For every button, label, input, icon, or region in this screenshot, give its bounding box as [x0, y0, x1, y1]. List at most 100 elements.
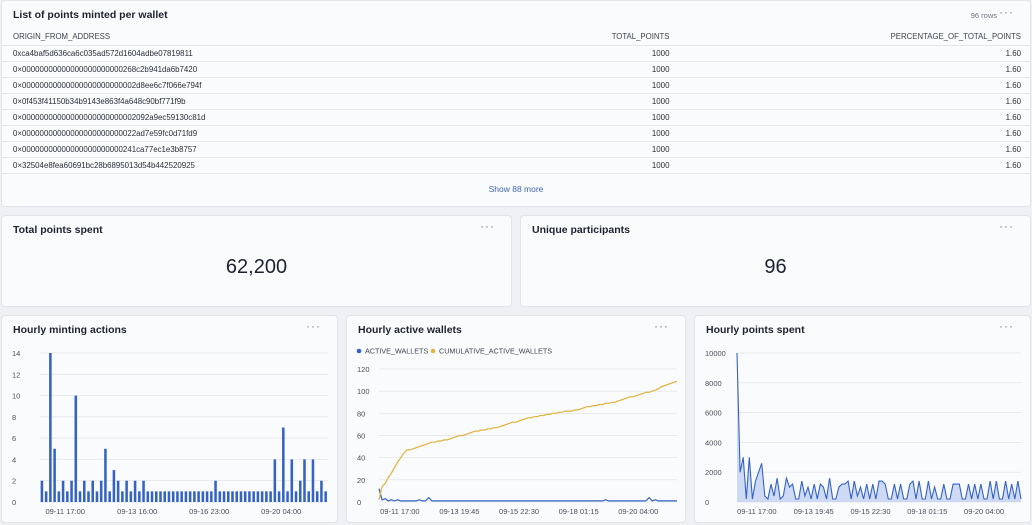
series-line — [378, 380, 678, 500]
percentage-cell: 1.60 — [680, 45, 1030, 62]
table-row: 0xca4baf5d636ca6c035ad572d1604adbe078198… — [2, 45, 1030, 62]
y-tick-label: 40 — [357, 454, 365, 463]
address-cell: 0×00000000000000000000000002092a9ec59130… — [2, 109, 497, 126]
bar — [315, 491, 319, 502]
bar — [184, 491, 188, 502]
chart-title: Hourly active wallets — [358, 324, 462, 336]
x-tick-label: 09-18 01:15 — [907, 507, 947, 516]
bar — [201, 491, 205, 502]
bar — [298, 480, 302, 502]
column-header[interactable]: TOTAL_POINTS — [496, 29, 681, 46]
ellipsis-icon[interactable]: ··· — [654, 319, 669, 333]
hourly-minting-card: Hourly minting actions ··· 0 2 4 6 8 10 12 14 09… — [1, 315, 338, 523]
ellipsis-icon[interactable]: ··· — [999, 319, 1014, 333]
x-tick-label: 09-11 17:00 — [737, 507, 776, 516]
points-table-card: List of points minted per wallet 96 rows… — [1, 0, 1031, 207]
table-row: 0×00000000000000000000000268c2b941da6b74… — [2, 61, 1030, 78]
percentage-cell: 1.60 — [680, 125, 1030, 142]
show-more-button[interactable]: Show 88 more — [488, 184, 544, 194]
total-points-cell: 1000 — [496, 77, 681, 94]
bar — [61, 480, 65, 502]
bar — [307, 491, 310, 502]
y-tick-label: 10 — [12, 392, 20, 401]
bar — [138, 491, 141, 502]
bar — [163, 491, 166, 502]
address-cell: 0×00000000000000000000000268c2b941da6b74… — [2, 61, 497, 78]
bar — [282, 427, 285, 502]
total-points-cell: 1000 — [496, 93, 681, 110]
bar — [154, 491, 158, 502]
x-tick-label: 09-16 23:00 — [189, 507, 229, 516]
ellipsis-icon[interactable]: ··· — [999, 219, 1014, 233]
total-points-cell: 1000 — [496, 45, 681, 62]
points-table: ORIGIN_FROM_ADDRESS TOTAL_POINTS PERCENT… — [2, 29, 1030, 174]
bar — [150, 491, 154, 502]
column-header[interactable]: PERCENTAGE_OF_TOTAL_POINTS — [680, 29, 1030, 46]
bar — [44, 491, 48, 502]
bar — [125, 480, 128, 502]
bar — [265, 491, 268, 502]
bar — [171, 491, 175, 502]
bar — [74, 395, 78, 502]
address-cell: 0xca4baf5d636ca6c035ad572d1604adbe078198… — [2, 45, 497, 62]
table-row: 0×00000000000000000000000002d8ee6c7f066e… — [2, 77, 1030, 94]
bar — [235, 491, 238, 502]
bar — [82, 480, 86, 502]
bar — [188, 491, 192, 502]
bar — [294, 491, 298, 502]
x-tick-label: 09-11 17:00 — [380, 507, 419, 516]
hourly-active-wallets-card: Hourly active wallets ··· ACTIVE_WALLETS… — [346, 315, 686, 523]
table-row: 0×00000000000000000000000002092a9ec59130… — [2, 109, 1030, 126]
y-tick-label: 6000 — [705, 409, 722, 418]
table-row: 0×00000000000000000000000241ca77ec1e3b87… — [2, 141, 1030, 158]
x-tick-label: 09-13 16:00 — [117, 507, 157, 516]
bar — [248, 491, 251, 502]
chart-title: Hourly minting actions — [13, 324, 127, 336]
bar — [231, 491, 234, 502]
y-tick-label: 14 — [12, 349, 20, 358]
bar — [87, 491, 90, 502]
ellipsis-icon[interactable]: ··· — [306, 319, 321, 333]
total-points-cell: 1000 — [496, 157, 681, 174]
bar — [256, 491, 260, 502]
bar — [146, 491, 150, 502]
bar — [99, 480, 103, 502]
x-tick-label: 09-13 19:45 — [794, 507, 834, 516]
bar — [95, 491, 99, 502]
bar — [180, 491, 183, 502]
bar — [222, 491, 226, 502]
bar — [243, 491, 247, 502]
ellipsis-icon[interactable]: ··· — [480, 219, 495, 233]
bar — [49, 353, 52, 502]
bar — [121, 491, 124, 502]
y-tick-label: 4 — [12, 455, 16, 464]
percentage-cell: 1.60 — [680, 61, 1030, 78]
x-tick-label: 09-18 01:15 — [559, 507, 599, 516]
bar — [218, 491, 222, 502]
y-tick-label: 60 — [357, 432, 365, 441]
y-tick-label: 100 — [357, 387, 370, 396]
bar — [252, 491, 255, 502]
legend-marker — [356, 348, 362, 354]
bar — [269, 491, 272, 502]
bar — [311, 459, 315, 502]
total-points-cell: 1000 — [496, 141, 681, 158]
bar — [78, 491, 82, 502]
bar — [142, 480, 145, 502]
bar — [104, 448, 107, 502]
table-header-row: ORIGIN_FROM_ADDRESS TOTAL_POINTS PERCENT… — [2, 29, 1030, 46]
bar — [214, 480, 217, 502]
y-tick-label: 6 — [12, 434, 16, 443]
kpi-title: Unique participants — [532, 224, 631, 236]
x-tick-label: 09-11 17:00 — [45, 507, 84, 516]
column-header[interactable]: ORIGIN_FROM_ADDRESS — [2, 29, 497, 46]
bar — [290, 459, 294, 502]
chart-title: Hourly points spent — [706, 324, 805, 336]
kpi-value: 62,200 — [225, 256, 288, 278]
ellipsis-icon[interactable]: ··· — [999, 5, 1014, 19]
row-count: 96 rows — [970, 11, 997, 20]
minting-bar-chart: 0 2 4 6 8 10 12 14 09-11 17:00 09-13 16:00 09-16 2… — [12, 349, 328, 516]
bar — [91, 480, 94, 502]
y-tick-label: 120 — [357, 365, 370, 374]
y-tick-label: 4000 — [705, 438, 722, 447]
